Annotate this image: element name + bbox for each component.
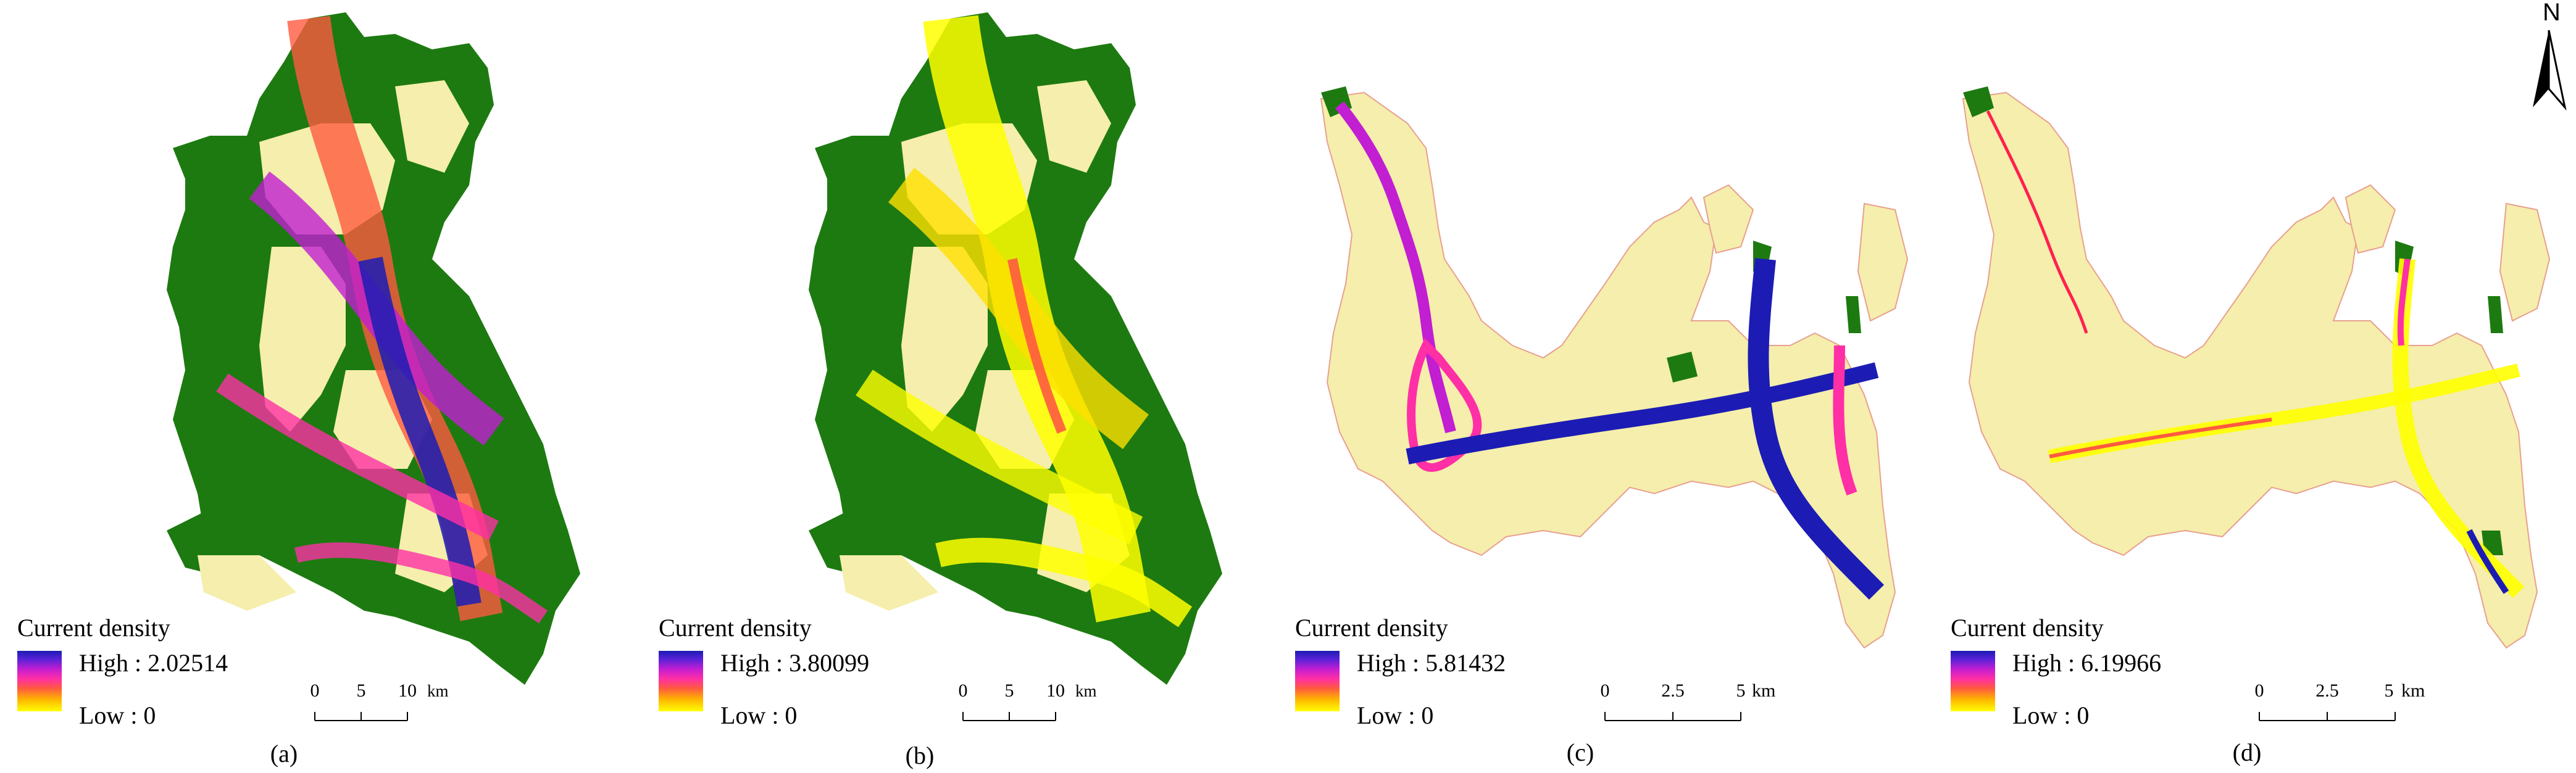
panel-label: (a)	[270, 740, 298, 767]
scale-tick-2: 5	[2384, 680, 2394, 701]
map-panel-c: Current density High : 5.81432 Low : 0 0…	[1284, 0, 1926, 773]
scale-unit: km	[427, 682, 449, 700]
legend-color-ramp	[17, 651, 62, 711]
legend-color-ramp	[1295, 651, 1340, 711]
scale-unit: km	[1752, 680, 1776, 701]
scale-bar	[962, 712, 1056, 721]
map-panel-d: Current density High : 6.19966 Low : 0 0…	[1926, 0, 2576, 773]
scale-tick-1: 2.5	[2315, 680, 2339, 701]
scale-bar	[2259, 712, 2396, 721]
legend-high-value: High : 6.19966	[2012, 649, 2162, 677]
current-density-map-b	[809, 12, 1222, 685]
scale-tick-2: 5	[1736, 680, 1746, 701]
scale-tick-0: 0	[1600, 680, 1610, 701]
scale-tick-0: 0	[958, 680, 968, 701]
scale-tick-1: 5	[356, 680, 366, 701]
scale-tick-2: 10	[398, 680, 417, 701]
legend-high-value: High : 2.02514	[79, 649, 228, 677]
legend-title: Current density	[1951, 614, 2104, 642]
scale-unit: km	[2401, 680, 2425, 701]
scale-bar	[314, 712, 408, 721]
scale-tick-1: 5	[1004, 680, 1014, 701]
legend-color-ramp	[1951, 651, 1995, 711]
north-label: N	[2543, 0, 2561, 26]
scale-tick-1: 2.5	[1661, 680, 1685, 701]
map-panel-b: Current density High : 3.80099 Low : 0 0…	[642, 0, 1284, 773]
legend-low-value: Low : 0	[2012, 701, 2090, 729]
legend-color-ramp	[659, 651, 703, 711]
current-density-map-c	[1320, 86, 1909, 649]
legend-title: Current density	[17, 614, 170, 642]
legend-high-value: High : 5.81432	[1357, 649, 1506, 677]
map-panel-a: Current density High : 2.02514 Low : 0 0…	[0, 0, 642, 773]
legend-low-value: Low : 0	[79, 701, 156, 729]
panel-label: (b)	[905, 742, 935, 769]
legend-title: Current density	[659, 614, 812, 642]
scale-bar	[1604, 712, 1741, 721]
scale-tick-2: 10	[1046, 680, 1065, 701]
legend-low-value: Low : 0	[720, 701, 798, 729]
current-density-map-d	[1962, 86, 2551, 649]
panel-label: (c)	[1566, 738, 1594, 766]
legend-low-value: Low : 0	[1357, 701, 1434, 729]
scale-tick-0: 0	[2254, 680, 2264, 701]
legend-title: Current density	[1295, 614, 1448, 642]
north-arrow-icon	[2533, 30, 2567, 111]
current-density-map-a	[167, 12, 580, 685]
scale-unit: km	[1075, 682, 1097, 700]
legend-high-value: High : 3.80099	[720, 649, 870, 677]
panel-label: (d)	[2232, 738, 2262, 766]
scale-tick-0: 0	[310, 680, 320, 701]
